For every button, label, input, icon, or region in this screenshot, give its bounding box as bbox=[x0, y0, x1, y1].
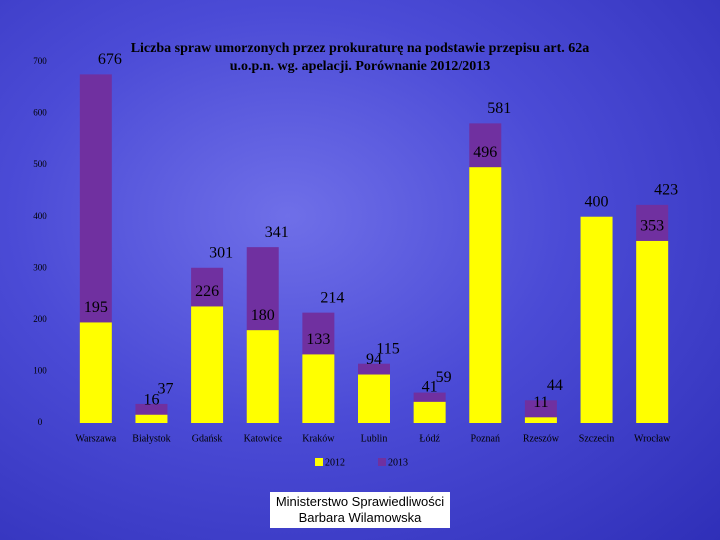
x-tick-label: Kraków bbox=[302, 433, 335, 444]
bar bbox=[636, 240, 669, 423]
footer: Ministerstwo Sprawiedliwości Barbara Wil… bbox=[270, 492, 450, 528]
value-label: 44 bbox=[547, 377, 563, 394]
value-label: 676 bbox=[98, 51, 122, 68]
chart-title: Liczba spraw umorzonych przez prokuratur… bbox=[130, 41, 590, 74]
bar bbox=[191, 306, 224, 423]
value-label: 11 bbox=[533, 394, 548, 411]
bar bbox=[358, 374, 390, 423]
value-label: 195 bbox=[84, 299, 108, 316]
legend-swatch bbox=[315, 458, 323, 466]
value-label: 16 bbox=[143, 391, 159, 408]
value-label: 400 bbox=[585, 193, 609, 210]
bar bbox=[302, 354, 335, 423]
value-label: 214 bbox=[320, 289, 344, 306]
x-tick-label: Poznań bbox=[471, 433, 500, 444]
footer-line: Barbara Wilamowska bbox=[298, 510, 422, 525]
value-label: 301 bbox=[209, 244, 233, 261]
y-tick-label: 600 bbox=[33, 108, 47, 118]
y-tick-label: 400 bbox=[33, 211, 47, 221]
x-tick-label: Łódź bbox=[419, 433, 440, 444]
value-label: 353 bbox=[640, 218, 664, 235]
value-label: 496 bbox=[473, 144, 497, 161]
y-tick-label: 700 bbox=[33, 56, 47, 66]
bar bbox=[580, 216, 613, 423]
y-tick-label: 100 bbox=[33, 365, 47, 375]
value-label: 59 bbox=[436, 369, 452, 386]
y-tick-label: 0 bbox=[38, 417, 43, 427]
x-tick-label: Katowice bbox=[244, 433, 283, 444]
value-label: 115 bbox=[376, 340, 399, 357]
legend-label: 2013 bbox=[388, 457, 408, 468]
x-tick-label: Lublin bbox=[361, 433, 388, 444]
x-tick-label: Szczecin bbox=[579, 433, 615, 444]
bar bbox=[469, 167, 502, 423]
value-label: 341 bbox=[265, 224, 289, 241]
legend-swatch bbox=[378, 458, 386, 466]
footer-line: Ministerstwo Sprawiedliwości bbox=[275, 494, 445, 509]
value-label: 581 bbox=[487, 100, 511, 117]
bar bbox=[524, 417, 557, 423]
y-tick-label: 200 bbox=[33, 314, 47, 324]
y-tick-label: 300 bbox=[33, 262, 47, 272]
value-label: 423 bbox=[654, 182, 678, 199]
value-label: 180 bbox=[251, 307, 275, 324]
bar bbox=[246, 330, 279, 423]
bar bbox=[135, 414, 168, 423]
value-label: 41 bbox=[422, 379, 438, 396]
value-label: 94 bbox=[366, 351, 382, 368]
value-label: 133 bbox=[306, 331, 330, 348]
x-tick-label: Rzeszów bbox=[523, 433, 560, 444]
bar bbox=[79, 322, 112, 423]
x-tick-label: Warszawa bbox=[75, 433, 116, 444]
x-tick-label: Gdańsk bbox=[192, 433, 223, 444]
value-label: 226 bbox=[195, 283, 219, 300]
x-tick-label: Białystok bbox=[132, 433, 170, 444]
value-label: 37 bbox=[157, 381, 173, 398]
y-tick-label: 500 bbox=[33, 159, 47, 169]
x-tick-label: Wrocław bbox=[634, 433, 671, 444]
bar bbox=[413, 401, 446, 423]
legend-label: 2012 bbox=[325, 457, 345, 468]
